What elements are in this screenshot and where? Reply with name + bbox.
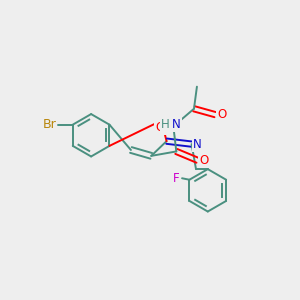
Text: N: N	[193, 138, 201, 151]
Text: O: O	[155, 122, 165, 134]
Text: N: N	[172, 118, 181, 131]
Text: H: H	[161, 118, 170, 131]
Text: Br: Br	[42, 118, 56, 131]
Text: O: O	[200, 154, 208, 167]
Text: F: F	[173, 172, 179, 185]
Text: O: O	[217, 108, 226, 121]
